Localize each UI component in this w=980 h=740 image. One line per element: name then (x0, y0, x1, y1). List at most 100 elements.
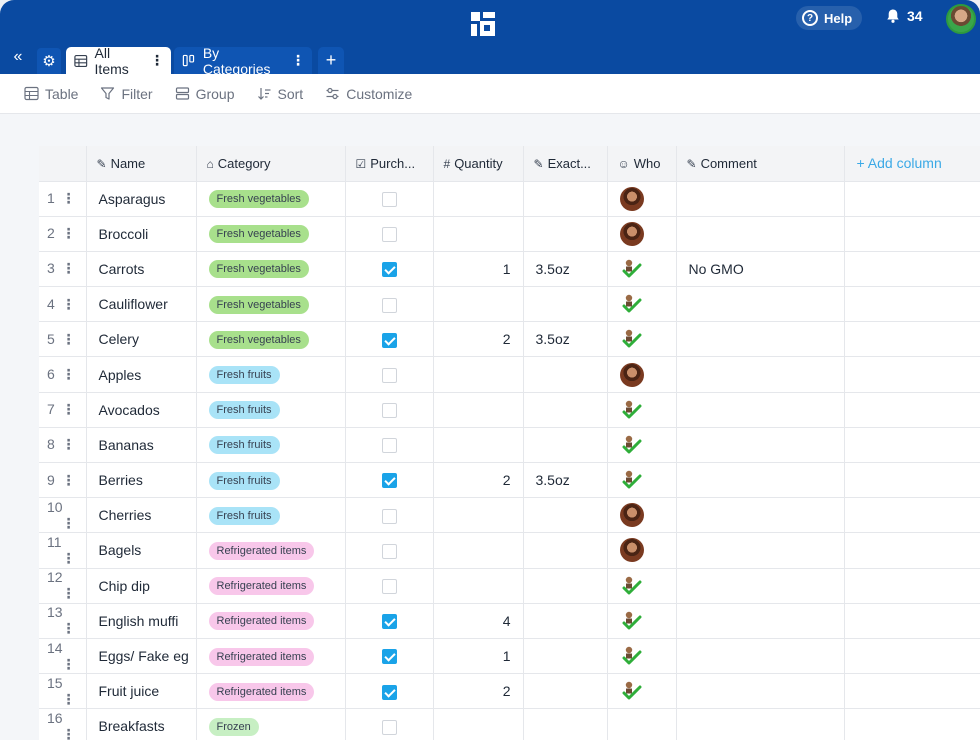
comment-cell[interactable] (676, 532, 845, 569)
group-button[interactable]: Group (175, 86, 235, 102)
row-menu-icon[interactable]: ⋮ (61, 330, 76, 347)
table-row[interactable]: 13 ⋮ English muffi Refrigerated items 4 (39, 603, 980, 639)
assignee-check-icon[interactable] (620, 433, 644, 457)
name-cell[interactable]: Bananas (86, 427, 197, 464)
name-cell[interactable]: Fruit juice (86, 673, 197, 710)
add-column-button[interactable]: + Add column (844, 146, 980, 182)
exact-cell[interactable] (523, 216, 608, 252)
row-menu-icon[interactable]: ⋮ (61, 620, 76, 637)
table-row[interactable]: 9 ⋮ Berries Fresh fruits 2 3.5oz (39, 462, 980, 499)
category-cell[interactable]: Fresh vegetables (196, 216, 346, 252)
table-row[interactable]: 1 ⋮ Asparagus Fresh vegetables (39, 181, 980, 217)
assignee-check-icon[interactable] (620, 327, 644, 351)
comment-cell[interactable] (676, 638, 845, 675)
column-header-purchased[interactable]: ☑ Purch... (345, 146, 434, 182)
who-cell[interactable] (607, 532, 677, 569)
quantity-cell[interactable]: 2 (433, 321, 524, 358)
row-menu-icon[interactable]: ⋮ (61, 366, 76, 383)
category-cell[interactable]: Fresh fruits (196, 462, 346, 499)
exact-cell[interactable]: 3.5oz (523, 251, 608, 288)
row-menu-icon[interactable]: ⋮ (61, 401, 76, 418)
table-row[interactable]: 7 ⋮ Avocados Fresh fruits (39, 392, 980, 428)
collapse-sidebar-icon[interactable]: « (13, 48, 23, 65)
quantity-cell[interactable] (433, 532, 524, 569)
who-cell[interactable] (607, 427, 677, 464)
user-avatar[interactable] (946, 4, 976, 34)
purchased-checkbox[interactable] (381, 332, 397, 348)
tab-by-categories[interactable]: By Categories ⋮ (174, 45, 312, 77)
name-cell[interactable]: Carrots (86, 251, 197, 288)
assignee-avatar[interactable] (619, 186, 644, 211)
who-cell[interactable] (607, 181, 677, 217)
who-cell[interactable] (607, 356, 677, 393)
tab-all-items[interactable]: All Items ⋮ (66, 45, 171, 77)
who-cell[interactable] (607, 286, 677, 323)
category-cell[interactable]: Refrigerated items (196, 638, 346, 675)
name-cell[interactable]: Celery (86, 321, 197, 358)
exact-cell[interactable] (523, 603, 608, 639)
category-cell[interactable]: Fresh fruits (196, 356, 346, 393)
assignee-check-icon[interactable] (620, 398, 644, 422)
assignee-check-icon[interactable] (620, 292, 644, 316)
row-menu-icon[interactable]: ⋮ (61, 690, 76, 707)
table-row[interactable]: 6 ⋮ Apples Fresh fruits (39, 356, 980, 393)
comment-cell[interactable]: No GMO (676, 251, 845, 288)
category-cell[interactable]: Fresh fruits (196, 392, 346, 428)
who-cell[interactable] (607, 708, 677, 740)
category-cell[interactable]: Refrigerated items (196, 673, 346, 710)
category-cell[interactable]: Fresh vegetables (196, 181, 346, 217)
assignee-check-icon[interactable] (620, 257, 644, 281)
exact-cell[interactable]: 3.5oz (523, 321, 608, 358)
who-cell[interactable] (607, 568, 677, 604)
table-row[interactable]: 4 ⋮ Cauliflower Fresh vegetables (39, 286, 980, 323)
comment-cell[interactable] (676, 708, 845, 740)
exact-cell[interactable] (523, 497, 608, 534)
quantity-cell[interactable] (433, 427, 524, 464)
category-cell[interactable]: Refrigerated items (196, 568, 346, 604)
name-cell[interactable]: English muffi (86, 603, 197, 639)
name-cell[interactable]: Breakfasts (86, 708, 197, 740)
row-menu-icon[interactable]: ⋮ (61, 514, 76, 531)
comment-cell[interactable] (676, 321, 845, 358)
comment-cell[interactable] (676, 462, 845, 499)
purchased-checkbox[interactable] (381, 262, 397, 278)
who-cell[interactable] (607, 251, 677, 288)
comment-cell[interactable] (676, 673, 845, 710)
who-cell[interactable] (607, 462, 677, 499)
assignee-check-icon[interactable] (620, 574, 644, 598)
filter-button[interactable]: Filter (100, 86, 153, 102)
row-menu-icon[interactable]: ⋮ (61, 549, 76, 566)
category-cell[interactable]: Fresh vegetables (196, 321, 346, 358)
category-cell[interactable]: Refrigerated items (196, 532, 346, 569)
help-button[interactable]: ? Help (796, 6, 863, 30)
table-row[interactable]: 10 ⋮ Cherries Fresh fruits (39, 497, 980, 534)
row-menu-icon[interactable]: ⋮ (61, 436, 76, 453)
who-cell[interactable] (607, 216, 677, 252)
who-cell[interactable] (607, 673, 677, 710)
category-cell[interactable]: Frozen (196, 708, 346, 740)
quantity-cell[interactable] (433, 286, 524, 323)
purchased-checkbox[interactable] (381, 227, 397, 243)
exact-cell[interactable] (523, 392, 608, 428)
quantity-cell[interactable] (433, 181, 524, 217)
column-header-exact[interactable]: ✎ Exact... (523, 146, 608, 182)
exact-cell[interactable] (523, 286, 608, 323)
category-cell[interactable]: Fresh fruits (196, 497, 346, 534)
quantity-cell[interactable]: 4 (433, 603, 524, 639)
comment-cell[interactable] (676, 286, 845, 323)
comment-cell[interactable] (676, 568, 845, 604)
who-cell[interactable] (607, 497, 677, 534)
column-header-who[interactable]: ☺ Who (607, 146, 677, 182)
purchased-checkbox[interactable] (381, 297, 397, 313)
purchased-checkbox[interactable] (381, 543, 397, 559)
assignee-avatar[interactable] (619, 362, 644, 387)
quantity-cell[interactable]: 2 (433, 673, 524, 710)
comment-cell[interactable] (676, 392, 845, 428)
exact-cell[interactable] (523, 568, 608, 604)
row-menu-icon[interactable]: ⋮ (61, 190, 76, 207)
comment-cell[interactable] (676, 427, 845, 464)
row-menu-icon[interactable]: ⋮ (61, 295, 76, 312)
comment-cell[interactable] (676, 356, 845, 393)
quantity-cell[interactable] (433, 392, 524, 428)
quantity-cell[interactable]: 1 (433, 251, 524, 288)
